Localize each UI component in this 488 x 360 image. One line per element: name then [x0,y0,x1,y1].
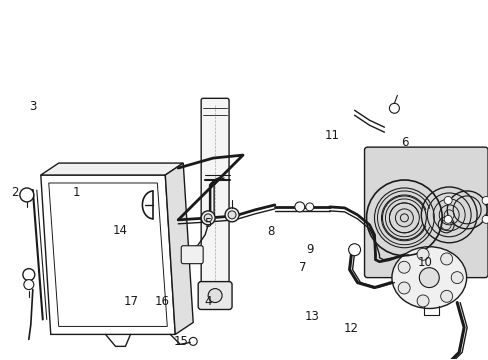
Text: 17: 17 [124,296,139,309]
Ellipse shape [391,247,466,309]
Circle shape [419,268,438,288]
Text: 14: 14 [113,224,127,237]
Text: 9: 9 [306,243,313,256]
Circle shape [440,253,452,265]
FancyBboxPatch shape [364,147,487,278]
Polygon shape [41,163,183,175]
Circle shape [416,248,428,260]
Text: 2: 2 [11,186,18,199]
Text: 6: 6 [401,136,408,149]
Circle shape [24,280,34,289]
FancyBboxPatch shape [198,282,232,310]
Text: 15: 15 [173,335,188,348]
Circle shape [203,214,212,222]
Circle shape [224,208,239,222]
Circle shape [443,197,451,204]
Circle shape [388,103,399,113]
Text: 3: 3 [29,100,36,113]
Circle shape [348,244,360,256]
Text: 8: 8 [267,225,274,238]
Circle shape [201,211,215,225]
Circle shape [23,269,35,280]
Circle shape [443,215,451,223]
Text: 7: 7 [299,261,306,274]
FancyBboxPatch shape [201,98,228,287]
Circle shape [397,261,409,273]
Text: 13: 13 [304,310,319,323]
Text: 11: 11 [324,129,339,142]
Text: 12: 12 [344,322,358,335]
Text: 10: 10 [416,256,431,269]
Polygon shape [165,163,193,334]
Circle shape [450,272,462,284]
Circle shape [416,295,428,307]
Text: 4: 4 [204,296,211,309]
Circle shape [227,211,236,219]
Circle shape [397,282,409,294]
Circle shape [440,290,452,302]
Circle shape [305,203,313,211]
Text: 5: 5 [204,216,211,230]
FancyBboxPatch shape [181,246,203,264]
Text: 16: 16 [154,296,169,309]
Circle shape [20,188,34,202]
Circle shape [294,202,304,212]
Circle shape [481,197,488,204]
Circle shape [208,289,222,302]
Text: 1: 1 [73,186,80,199]
Circle shape [481,215,488,223]
